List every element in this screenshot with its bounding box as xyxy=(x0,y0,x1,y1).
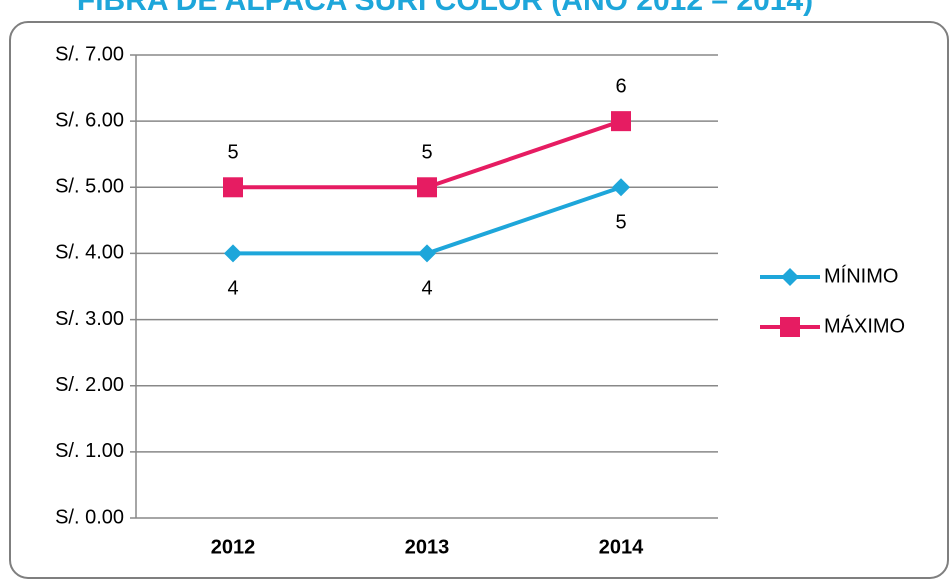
y-tick-label: S/. 7.00 xyxy=(55,43,124,65)
data-label: 6 xyxy=(615,75,626,97)
legend-marker xyxy=(781,268,799,286)
x-tick-label: 2014 xyxy=(599,536,644,558)
data-label: 5 xyxy=(421,142,432,164)
data-label: 4 xyxy=(227,278,238,300)
data-point xyxy=(223,177,243,198)
data-point xyxy=(224,244,242,263)
y-tick-label: S/. 6.00 xyxy=(55,109,124,131)
y-tick-label: S/. 5.00 xyxy=(55,176,124,198)
x-tick-label: 2012 xyxy=(211,536,256,558)
y-tick-label: S/. 2.00 xyxy=(55,374,124,396)
data-label: 4 xyxy=(421,278,432,300)
data-point xyxy=(418,244,436,263)
x-tick-label: 2013 xyxy=(405,536,450,558)
data-label: 5 xyxy=(615,212,626,234)
chart-title: FIBRA DE ALPACA SURI COLOR (AÑO 2012 – 2… xyxy=(77,0,813,17)
data-label: 5 xyxy=(227,142,238,164)
y-tick-label: S/. 3.00 xyxy=(55,308,124,330)
legend-label: MÍNIMO xyxy=(824,264,898,287)
y-tick-label: S/. 0.00 xyxy=(55,506,124,528)
chart-frame xyxy=(9,21,949,579)
data-point xyxy=(611,111,631,132)
y-tick-label: S/. 4.00 xyxy=(55,242,124,264)
legend-marker xyxy=(780,317,800,337)
data-point xyxy=(417,177,437,198)
y-tick-label: S/. 1.00 xyxy=(55,440,124,462)
legend-label: MÁXIMO xyxy=(824,314,905,337)
data-point xyxy=(612,178,630,197)
